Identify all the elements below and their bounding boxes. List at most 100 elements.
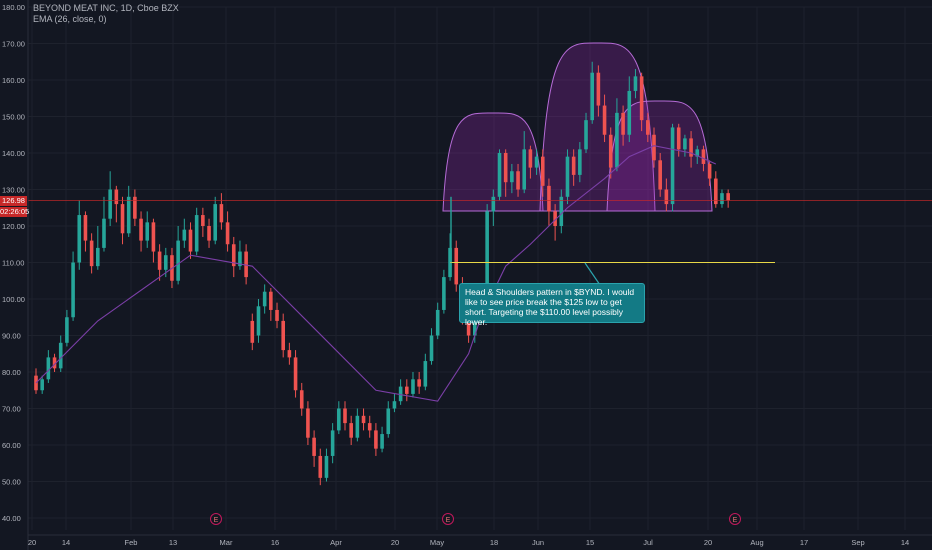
time-tick-label: Apr xyxy=(330,538,342,547)
candle-body xyxy=(510,171,514,183)
candle-body xyxy=(559,196,564,226)
candle-body xyxy=(454,247,459,285)
candle-body xyxy=(176,240,180,281)
candle-body xyxy=(83,215,88,241)
candle-body xyxy=(374,430,378,449)
price-tick-label: 60.00 xyxy=(2,441,21,450)
candle-body xyxy=(114,189,119,205)
candle-body xyxy=(472,317,477,336)
candle-body xyxy=(522,149,527,190)
time-tick-label: 20 xyxy=(28,538,36,547)
candle-body xyxy=(442,277,446,310)
price-axis-bg xyxy=(0,0,28,550)
candle-body xyxy=(540,156,545,186)
candle-body xyxy=(584,120,588,150)
candle-body xyxy=(602,105,607,135)
candle-body xyxy=(726,193,730,201)
time-tick-label: Aug xyxy=(750,538,763,547)
candle-body xyxy=(89,240,94,267)
time-tick-label: 20 xyxy=(391,538,399,547)
callout-pointer xyxy=(584,262,601,286)
time-tick-label: 13 xyxy=(169,538,177,547)
price-tick-label: 90.00 xyxy=(2,332,21,341)
candle-body xyxy=(318,455,323,478)
earnings-marker-label: E xyxy=(733,517,738,524)
price-axis[interactable]: 40.00 50.00 60.00 70.00 80.00 90.00 100.00 110.… xyxy=(0,0,29,550)
candle-body xyxy=(652,134,656,161)
candle-body xyxy=(485,211,489,303)
price-tick-label: 70.00 xyxy=(2,405,21,414)
candle-body xyxy=(355,415,360,438)
candle-body xyxy=(349,423,353,438)
earnings-marker[interactable]: E xyxy=(442,513,454,525)
candle-body xyxy=(96,247,100,267)
candle-body xyxy=(503,153,508,183)
candle-body xyxy=(615,112,619,168)
candle-body xyxy=(58,342,63,369)
countdown-tag: 02:26:05 xyxy=(0,207,30,217)
candle-body xyxy=(256,306,261,336)
time-tick-label: Sep xyxy=(851,538,864,547)
candle-body xyxy=(145,222,150,241)
candle-body xyxy=(596,72,601,106)
candle-body xyxy=(157,251,162,270)
candle-body xyxy=(299,390,304,409)
candle-body xyxy=(126,196,131,234)
candle-body xyxy=(275,309,279,321)
time-axis[interactable]: 20 14 Feb 13 Mar 16 Apr 20 May 18 Jun 15 Jul 20 Aug 17 S… xyxy=(28,534,932,547)
earnings-marker-circle xyxy=(729,513,741,525)
price-tick-label: 130.00 xyxy=(2,186,25,195)
candle-body xyxy=(639,76,644,121)
price-tick-label: 140.00 xyxy=(2,149,25,158)
candle-body xyxy=(633,76,638,91)
time-tick-label: 16 xyxy=(271,538,279,547)
time-tick-label: 14 xyxy=(62,538,70,547)
price-tick-label: 110.00 xyxy=(2,259,24,268)
earnings-marker[interactable]: E xyxy=(729,513,741,525)
time-tick-label: Feb xyxy=(125,538,138,547)
symbol-title: BEYOND MEAT INC, 1D, Cboe BZX xyxy=(33,3,179,13)
candle-body xyxy=(578,149,582,175)
candle-body xyxy=(466,317,471,336)
candle-body xyxy=(411,379,415,394)
candle-body xyxy=(367,423,372,431)
annotation-callout[interactable]: Head & Shoulders pattern in $BYND. I wou… xyxy=(459,283,645,327)
time-tick-label: 20 xyxy=(704,538,712,547)
price-tick-label: 170.00 xyxy=(2,40,25,49)
time-tick-label: May xyxy=(430,538,444,547)
candle-body xyxy=(151,222,156,252)
time-tick-label: 17 xyxy=(800,538,808,547)
candle-body xyxy=(219,204,224,223)
price-tick-label: 150.00 xyxy=(2,113,25,122)
candle-body xyxy=(497,153,502,197)
candle-body xyxy=(194,215,199,252)
candle-body xyxy=(392,401,397,409)
candle-body xyxy=(528,149,533,168)
candle-body xyxy=(714,178,718,205)
candle-body xyxy=(231,244,236,267)
candle-body xyxy=(108,189,112,219)
candle-body xyxy=(664,189,669,205)
candle-body xyxy=(646,120,650,135)
time-tick-label: 15 xyxy=(586,538,594,547)
price-tick-label: 40.00 xyxy=(2,514,21,523)
earnings-marker[interactable]: E xyxy=(210,513,222,525)
candle-body xyxy=(547,185,551,212)
candle-body xyxy=(287,350,292,358)
time-tick-label: Jul xyxy=(643,538,653,547)
candle-body xyxy=(281,320,285,351)
candle-body xyxy=(40,379,44,391)
candle-body xyxy=(429,335,434,362)
price-tick-label: 100.00 xyxy=(2,295,25,304)
candle-body xyxy=(720,193,724,205)
candle-body xyxy=(188,229,193,252)
candle-body xyxy=(516,171,520,190)
candle-body xyxy=(52,357,57,369)
candle-body xyxy=(250,320,255,343)
candle-body xyxy=(77,215,82,263)
candle-body xyxy=(676,127,681,150)
candle-body xyxy=(707,163,712,179)
candle-body xyxy=(491,196,496,212)
